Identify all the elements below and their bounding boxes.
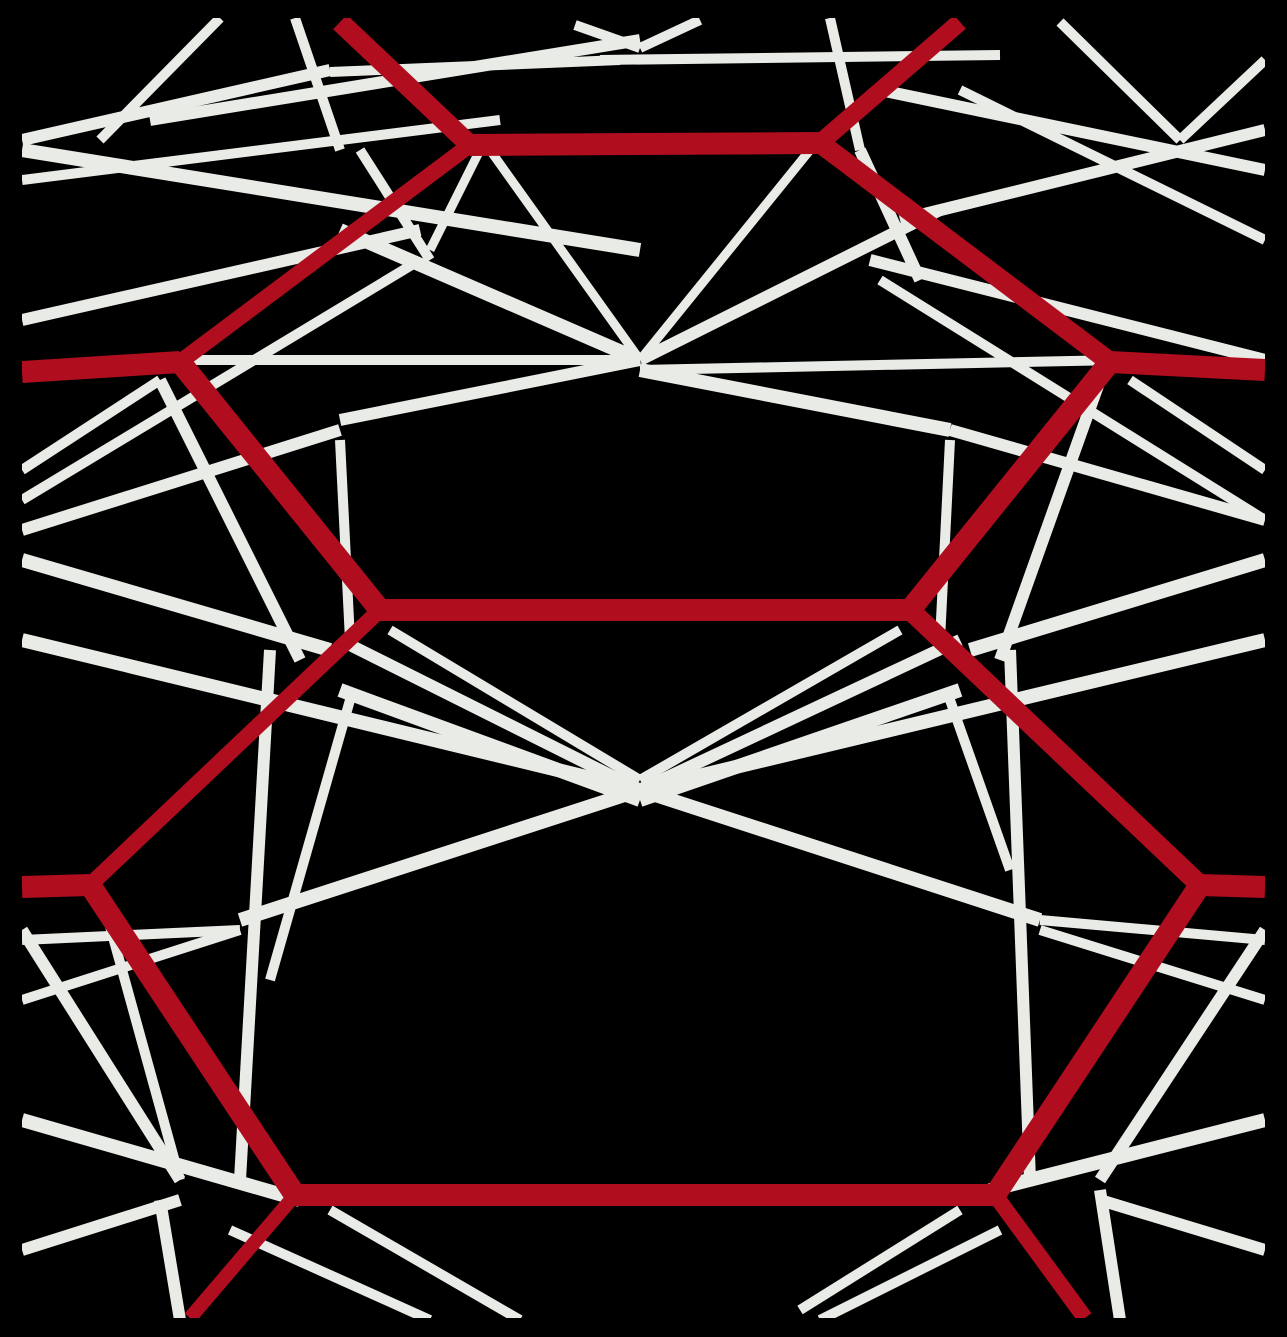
background-segment (878, 84, 1265, 176)
background-segment (988, 1113, 1265, 1197)
background-segment (22, 255, 423, 505)
background-segment (22, 1194, 182, 1256)
background-segment (957, 85, 1265, 245)
background-segment (638, 363, 952, 437)
background-segment (154, 1199, 186, 1318)
hexagon-edge (814, 18, 966, 150)
background-segment (636, 147, 814, 363)
hexagon-edge (813, 135, 1117, 370)
background-segment (22, 926, 186, 1184)
background-segment (22, 224, 422, 326)
background-segment (1098, 1194, 1265, 1256)
hexagon-edge (22, 874, 91, 898)
background-segment (637, 683, 963, 807)
background-segment (425, 147, 485, 253)
background-segment (637, 634, 963, 796)
background-segment (22, 1113, 302, 1207)
background-segment (337, 223, 643, 367)
background-segment (948, 424, 1265, 526)
background-segment (237, 783, 643, 927)
hexagon-edge (901, 355, 1119, 617)
background-segment (639, 355, 1121, 375)
hexagon-edge (985, 878, 1210, 1202)
background-segment (22, 375, 163, 475)
background-network (22, 18, 1265, 1318)
background-segment (637, 204, 943, 366)
hexagon-edge (175, 138, 475, 369)
background-segment (967, 553, 1265, 657)
background-segment (599, 50, 1001, 65)
background-segment (486, 147, 644, 363)
background-segment (96, 18, 224, 144)
background-segment (573, 20, 642, 53)
hexagon-edge (184, 1190, 301, 1318)
background-segment (327, 1205, 523, 1318)
background-segment (637, 625, 903, 785)
background-segment (335, 439, 355, 641)
background-segment (994, 377, 1106, 663)
background-segment (1094, 926, 1265, 1184)
background-segment (1127, 375, 1265, 475)
hexagon-edge (84, 604, 386, 891)
hexagon-edge (988, 1190, 1092, 1318)
background-segment (935, 439, 955, 641)
background-segment (337, 634, 643, 796)
background-segment (265, 698, 355, 982)
background-segment (337, 683, 643, 807)
background-segment (1039, 915, 1265, 945)
foreground-hexagon-network (22, 18, 1265, 1318)
background-segment (817, 1225, 1003, 1318)
background-segment (338, 354, 642, 426)
background-segment (234, 649, 276, 1181)
background-segment (290, 18, 345, 152)
background-segment (154, 377, 306, 663)
hexagon-edge (80, 878, 305, 1202)
background-segment (825, 18, 865, 152)
background-segment (898, 124, 1265, 226)
hexagon-edge (1109, 351, 1265, 381)
background-segment (637, 783, 1043, 927)
background-segment (637, 18, 703, 53)
hexagon-edge (333, 18, 477, 153)
background-segment (1094, 1189, 1126, 1318)
background-segment (22, 115, 501, 185)
background-segment (945, 698, 1015, 872)
background-segment (22, 64, 332, 146)
background-segment (22, 553, 332, 657)
background-segment (1176, 56, 1265, 144)
background-segment (868, 254, 1265, 366)
hexagon-edge (171, 355, 389, 617)
background-segment (1004, 649, 1036, 1181)
hexagon-edge (903, 602, 1207, 893)
background-segment (1056, 18, 1184, 144)
hexagon-edge (469, 132, 821, 156)
hexagon-edge (1199, 874, 1265, 898)
background-segment (227, 1225, 433, 1318)
background-segment (22, 424, 342, 536)
hexagon-edge (22, 351, 181, 383)
background-segment (797, 1205, 963, 1315)
background-segment (387, 625, 643, 785)
